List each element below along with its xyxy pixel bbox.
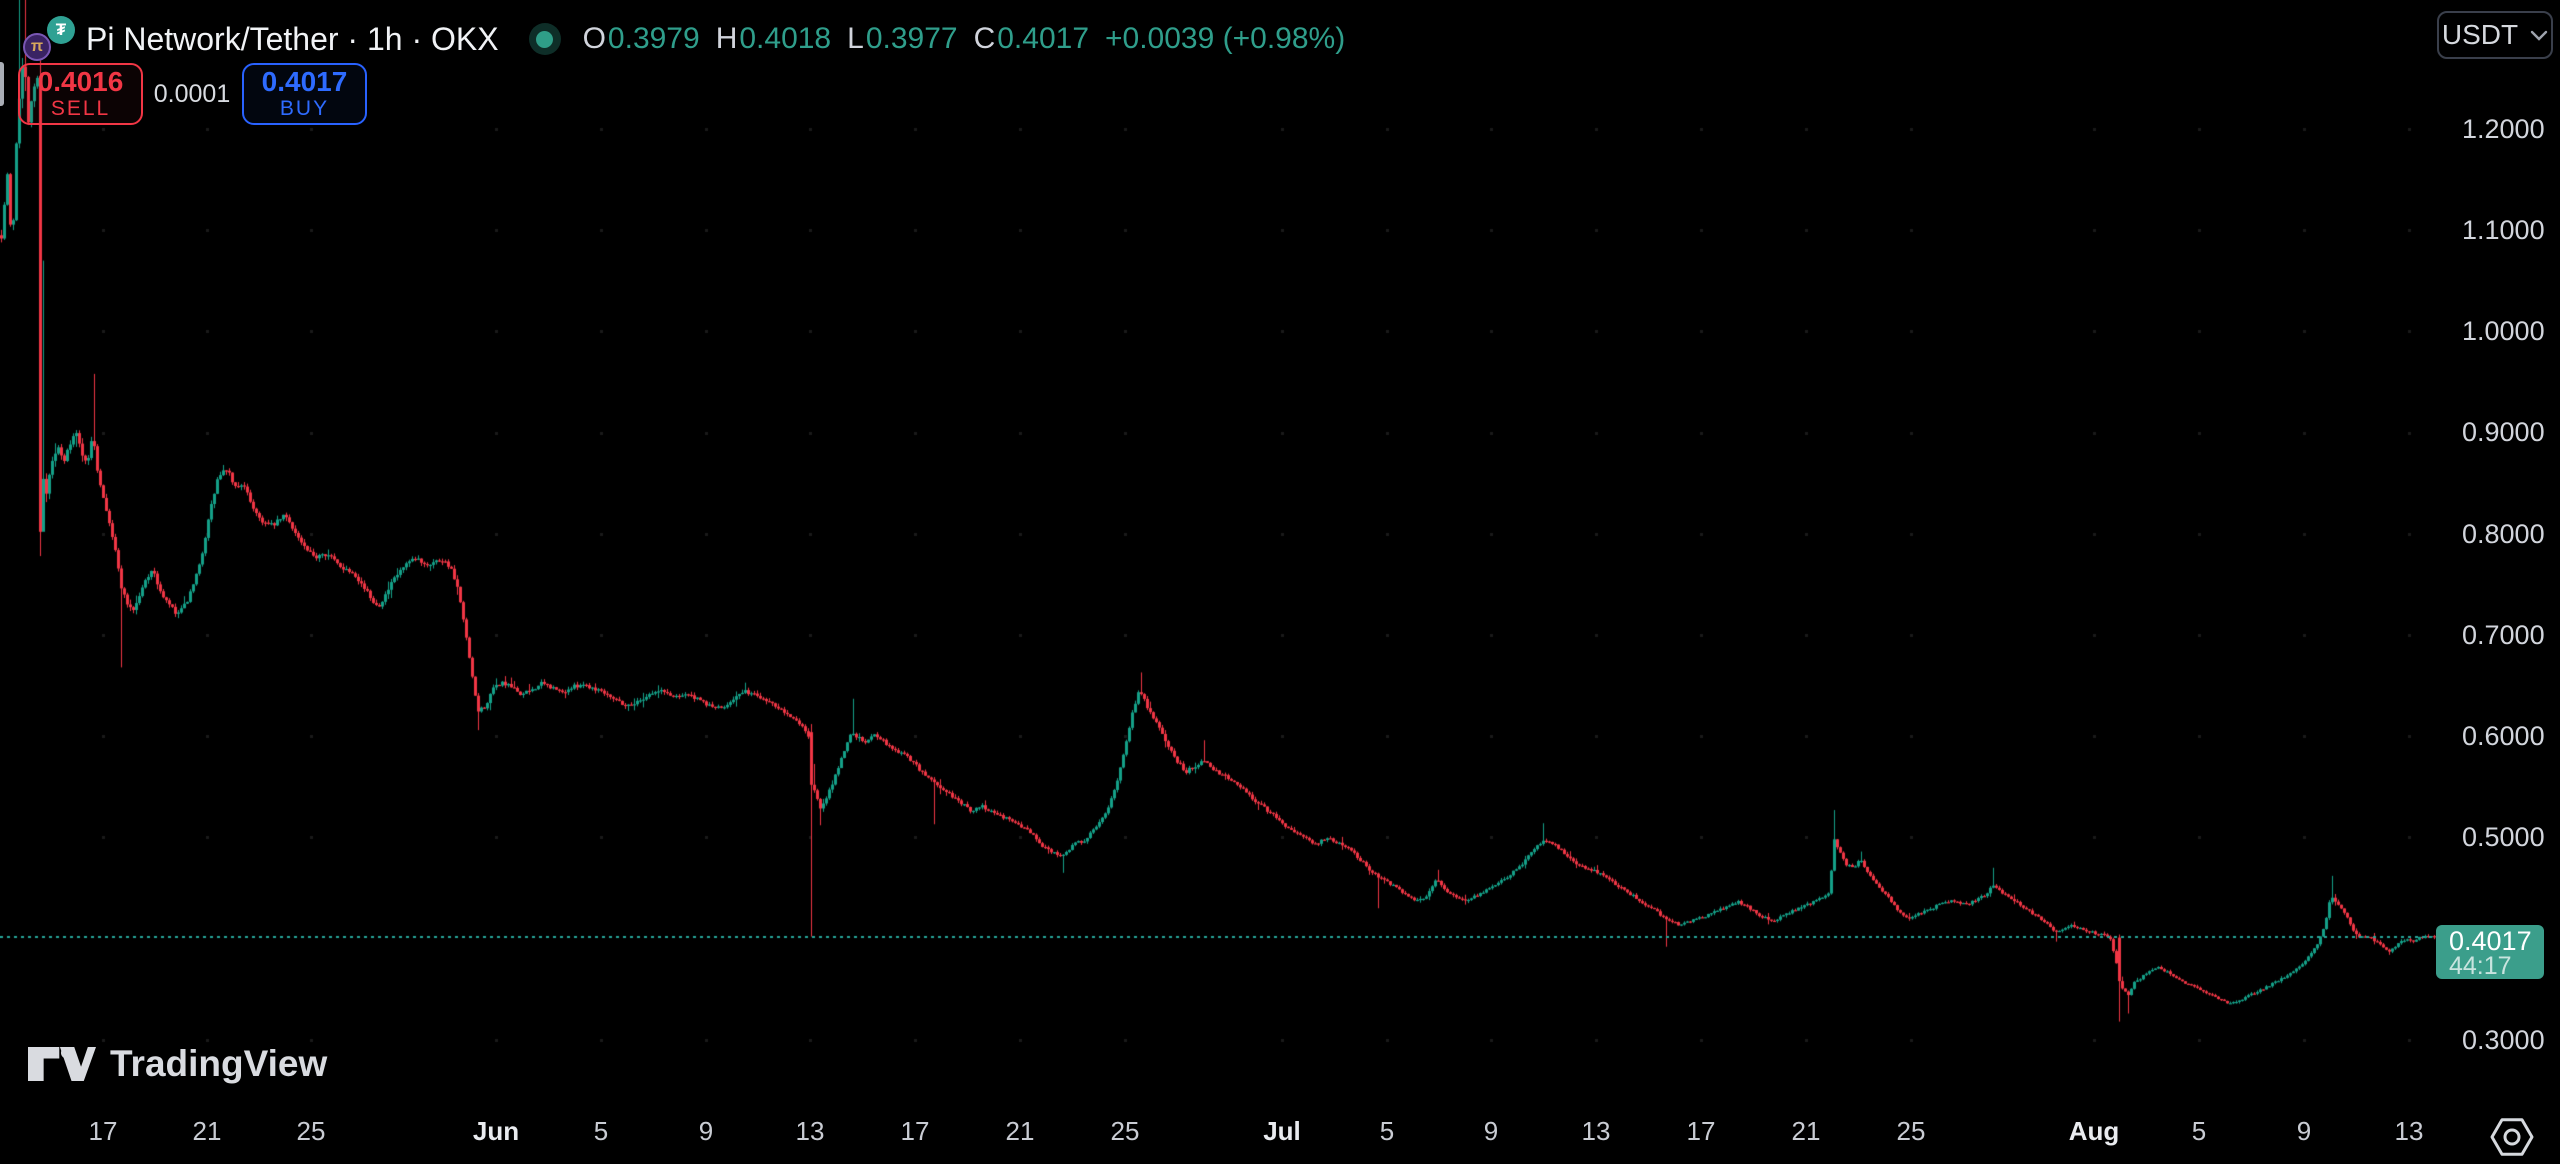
tradingview-watermark-text: TradingView	[110, 1043, 328, 1084]
buy-button[interactable]: 0.4017 BUY	[242, 63, 367, 125]
tradingview-logo-icon	[28, 1047, 96, 1081]
time-axis-tick: 5	[1379, 1116, 1395, 1146]
price-axis-label: 0.6000	[2462, 721, 2545, 751]
left-edge-toolbar-fragment	[0, 62, 4, 106]
time-axis-tick: 25	[296, 1116, 326, 1146]
change-value: +0.0039 (+0.98%)	[1105, 22, 1346, 55]
price-axis-label: 0.8000	[2462, 519, 2545, 549]
chevron-down-icon	[2530, 30, 2548, 41]
time-axis-tick: Aug	[2068, 1116, 2120, 1146]
close-label: C	[973, 22, 996, 55]
high-value: 0.4018	[739, 22, 832, 55]
time-axis-tick: 9	[2296, 1116, 2312, 1146]
time-axis-tick: 17	[88, 1116, 118, 1146]
tradingview-watermark[interactable]: TradingView	[28, 1038, 327, 1090]
currency-dropdown-value: USDT	[2441, 19, 2519, 50]
candle-countdown: 44:17	[2449, 952, 2512, 980]
time-axis-tick: 5	[593, 1116, 609, 1146]
high-label: H	[715, 22, 738, 55]
bid-ask-spread: 0.0001	[153, 79, 231, 108]
time-axis-tick: Jul	[1263, 1116, 1301, 1146]
pair-logo: ₮ π	[18, 14, 78, 64]
time-axis-tick: 17	[900, 1116, 930, 1146]
time-axis-tick: 17	[1686, 1116, 1716, 1146]
market-status-icon[interactable]	[528, 23, 561, 55]
time-axis-tick: 25	[1896, 1116, 1926, 1146]
price-axis-label: 1.2000	[2462, 114, 2545, 144]
time-axis-tick: 13	[1581, 1116, 1611, 1146]
price-axis-label: 0.7000	[2462, 620, 2545, 650]
low-label: L	[847, 22, 864, 55]
price-axis-label: 0.9000	[2462, 417, 2545, 447]
price-axis-label: 1.1000	[2462, 215, 2545, 245]
open-value: 0.3979	[607, 22, 700, 55]
timezone-settings-button[interactable]	[2488, 1116, 2536, 1163]
gear-icon	[2490, 1118, 2534, 1156]
time-axis-tick: 13	[795, 1116, 825, 1146]
time-axis-tick: 21	[1791, 1116, 1821, 1146]
buy-price: 0.4017	[261, 66, 348, 98]
ohlc-values: O 0.3979 H 0.4018 L 0.3977 C 0.4017 +0.0039 …	[583, 22, 1346, 56]
time-axis-tick: 9	[1483, 1116, 1499, 1146]
chart-header: ₮ π Pi Network/Tether · 1h · OKX O 0.3979…	[18, 14, 1345, 64]
open-label: O	[582, 22, 606, 55]
time-axis-tick: 5	[2191, 1116, 2207, 1146]
price-axis-label: 0.3000	[2462, 1025, 2545, 1055]
time-axis-tick: 21	[1005, 1116, 1035, 1146]
sell-price: 0.4016	[37, 66, 124, 98]
sell-label: SELL	[50, 97, 111, 121]
time-axis-tick: 25	[1110, 1116, 1140, 1146]
close-value: 0.4017	[997, 22, 1090, 55]
pi-network-coin-icon: π	[23, 33, 51, 61]
buy-label: BUY	[279, 97, 330, 121]
last-price-badge: 0.4017 44:17	[2436, 925, 2544, 979]
price-axis-label: 1.0000	[2462, 316, 2545, 346]
time-axis-tick: Jun	[472, 1116, 520, 1146]
sell-button[interactable]: 0.4016 SELL	[18, 63, 143, 125]
price-axis-label: 0.5000	[2462, 822, 2545, 852]
last-price-value: 0.4017	[2449, 926, 2532, 956]
tether-coin-icon: ₮	[47, 16, 75, 44]
time-axis-tick: 9	[698, 1116, 714, 1146]
time-axis-tick: 13	[2394, 1116, 2424, 1146]
time-axis-tick: 21	[192, 1116, 222, 1146]
currency-dropdown[interactable]: USDT	[2437, 11, 2553, 59]
symbol-title[interactable]: Pi Network/Tether · 1h · OKX	[86, 20, 499, 57]
low-value: 0.3977	[865, 22, 958, 55]
